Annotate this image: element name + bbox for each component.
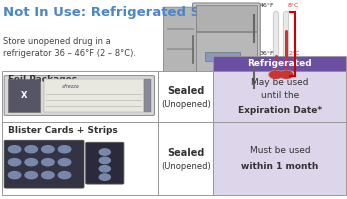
Bar: [196, 32, 257, 95]
Bar: [2, 71, 158, 122]
Text: Sealed: Sealed: [167, 86, 204, 96]
Bar: [158, 71, 213, 122]
Text: Store unopened drug in a
refrigerator 36 – 46°F (2 – 8°C).: Store unopened drug in a refrigerator 36…: [3, 37, 136, 58]
Text: May be used: May be used: [251, 78, 308, 87]
FancyBboxPatch shape: [86, 142, 124, 184]
Text: 8°C: 8°C: [288, 3, 299, 9]
Bar: [167, 48, 194, 50]
Text: within 1 month: within 1 month: [241, 162, 319, 171]
Bar: [144, 79, 151, 112]
Text: Expiration Date*: Expiration Date*: [238, 106, 322, 115]
FancyBboxPatch shape: [163, 7, 197, 92]
Text: Not In Use: Refrigerated Storage: Not In Use: Refrigerated Storage: [3, 6, 250, 19]
Circle shape: [280, 71, 293, 78]
Text: (Unopened): (Unopened): [161, 100, 211, 109]
Circle shape: [99, 174, 110, 180]
Text: Blister Cards + Strips: Blister Cards + Strips: [8, 126, 117, 135]
Text: (Unopened): (Unopened): [161, 162, 211, 171]
Circle shape: [58, 172, 71, 179]
Text: Foil Packages: Foil Packages: [8, 75, 77, 84]
Bar: [44, 79, 144, 112]
Circle shape: [42, 146, 54, 153]
FancyBboxPatch shape: [4, 76, 154, 115]
Circle shape: [42, 172, 54, 179]
Text: Sealed: Sealed: [167, 148, 204, 158]
Bar: [213, 122, 346, 195]
Circle shape: [99, 157, 110, 164]
Bar: [196, 5, 257, 31]
Bar: [205, 52, 240, 61]
Text: X: X: [20, 91, 27, 100]
Bar: [213, 56, 346, 71]
FancyBboxPatch shape: [4, 140, 84, 188]
Bar: [2, 122, 158, 195]
Bar: [213, 71, 346, 122]
Circle shape: [25, 159, 37, 166]
Text: Must be used: Must be used: [249, 146, 310, 155]
Text: 2°C: 2°C: [288, 51, 299, 56]
Circle shape: [25, 172, 37, 179]
Text: afrezza: afrezza: [62, 84, 79, 89]
FancyBboxPatch shape: [193, 3, 260, 97]
Circle shape: [8, 172, 21, 179]
Text: 46°F: 46°F: [260, 3, 274, 9]
Text: Refrigerated: Refrigerated: [247, 59, 312, 68]
Text: 36°F: 36°F: [260, 51, 274, 56]
Circle shape: [8, 146, 21, 153]
Circle shape: [42, 159, 54, 166]
Circle shape: [25, 146, 37, 153]
Circle shape: [99, 166, 110, 172]
Bar: [167, 28, 194, 30]
Circle shape: [99, 149, 110, 155]
Bar: [8, 79, 40, 112]
Circle shape: [58, 146, 71, 153]
Bar: [158, 122, 213, 195]
Text: until the: until the: [261, 91, 299, 100]
Circle shape: [270, 71, 282, 78]
Bar: [167, 71, 194, 73]
Circle shape: [8, 159, 21, 166]
Circle shape: [58, 159, 71, 166]
